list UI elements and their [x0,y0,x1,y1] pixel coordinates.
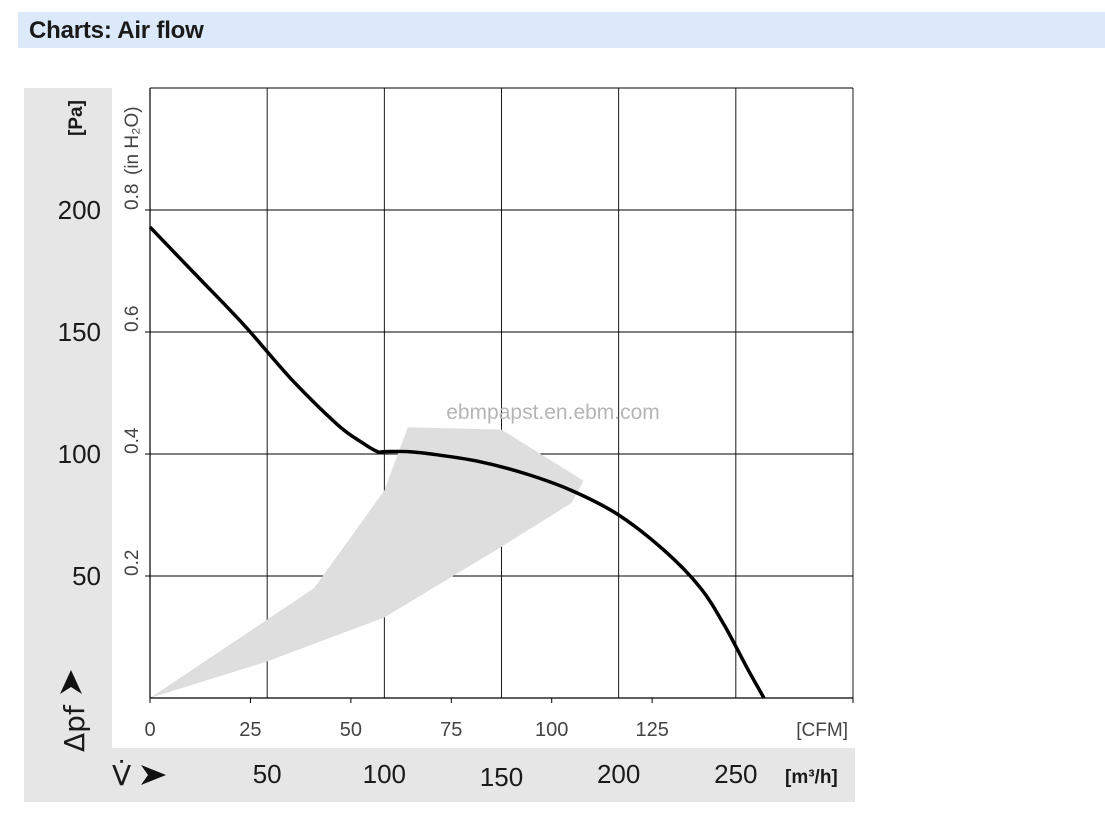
pa-tick-label: 100 [58,439,101,469]
inh2o-tick-label: 0.6 [122,306,143,332]
pa-tick-label: 200 [58,195,101,225]
inh2o-tick-label: 0.2 [122,550,143,576]
pa-tick-label: 50 [72,561,101,591]
m3h-tick-label: 150 [480,762,523,792]
y-axis-arrow-icon [60,670,82,694]
cfm-tick-label: 50 [340,719,362,741]
axis-labels: 0.20.40.60.80 25 50 75 100 125 [CFM]5010015020… [58,100,848,792]
cfm-tick-label: 0 [144,719,155,741]
header-bar: Charts: Air flow [18,12,1105,48]
page-title: Charts: Air flow [29,17,204,44]
v-dot-symbol: V̇ [112,759,131,792]
operating-region [150,427,584,698]
m3h-tick-label: 100 [363,759,406,789]
inh2o-tick-label: 0.4 [122,427,143,454]
m3h-unit-label: [m³/h] [785,767,838,788]
m3h-tick-label: 250 [714,759,757,789]
inh2o-unit-label: (in H₂O) [122,106,143,175]
inh2o-tick-label: 0.8 [122,184,143,210]
cfm-tick-label: 125 [635,719,668,741]
airflow-curve [148,225,766,699]
m3h-tick-label: 200 [597,759,640,789]
watermark: ebmpapst.en.ebm.com [446,401,660,424]
cfm-unit-label: [CFM] [796,720,848,741]
pa-unit-label: [Pa] [66,100,87,136]
y-axis-band [24,88,112,748]
cfm-tick-label: 75 [440,719,462,741]
pa-tick-label: 150 [58,317,101,347]
delta-pf-symbol: Δpf [58,704,91,752]
cfm-tick-label: 100 [535,719,568,741]
x-axis-arrow-icon [141,765,166,785]
m3h-tick-label: 50 [253,759,282,789]
cfm-tick-label: 25 [239,719,261,741]
